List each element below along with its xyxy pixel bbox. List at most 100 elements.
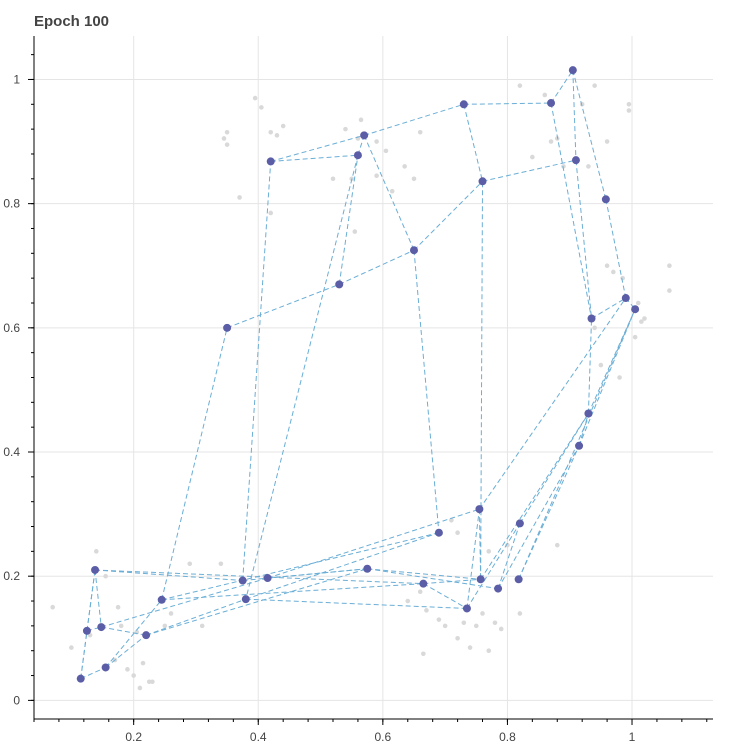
x-tick-label: 1 [629,730,636,744]
edge-line [518,445,580,580]
edge-line [578,413,589,446]
background-point [268,210,274,216]
background-point [224,142,230,147]
background-point [259,105,264,110]
edge-line [105,599,163,668]
background-point [626,108,632,113]
background-point [131,673,136,678]
node-point [157,595,166,604]
background-point [611,269,616,275]
node-point [547,99,556,108]
edge-line [80,667,106,680]
node-point [142,631,151,640]
background-point [187,561,193,567]
background-point [50,604,55,610]
background-point [358,117,364,123]
edge-line [267,568,368,579]
edge-line [572,70,577,161]
edge-line [364,103,464,136]
edge-line [367,568,481,580]
background-point [436,617,442,622]
edge-line [519,413,589,524]
background-point [199,623,205,629]
y-tick-label: 0.8 [3,197,20,211]
background-point [69,645,74,650]
background-point [343,126,348,132]
edge-line [572,70,607,200]
edge-line [363,135,415,251]
node-point [621,294,630,303]
edge-line [478,297,627,510]
edge-line [226,283,340,329]
edge-line [245,598,467,609]
edge-line [242,568,368,582]
background-point [486,648,492,653]
edge-line [587,308,636,414]
background-point [402,164,407,169]
background-point [103,573,108,579]
node-point [76,674,85,683]
background-point [473,623,479,629]
background-point [542,92,548,98]
node-point [587,314,596,323]
node-point [238,576,247,585]
node-point [478,177,487,186]
background-point [93,549,99,554]
background-point [115,604,121,610]
edge-line [480,181,484,580]
y-tick-label: 0.6 [3,321,20,335]
node-point [335,280,344,289]
node-point [91,565,100,574]
edge-line [161,583,424,601]
node-point [97,623,106,632]
edge-line [605,199,627,299]
background-point [374,173,379,179]
edge-line [482,159,577,182]
edge-line [145,598,246,636]
node-point [571,156,580,165]
node-point [568,66,577,75]
edge-line [86,569,96,631]
edge-line [423,583,468,609]
edge-line [463,102,552,105]
background-point [561,164,566,169]
background-point [667,288,672,293]
edge-line [423,578,481,585]
edge-line [267,508,480,579]
background-point [449,518,454,523]
edge-line [413,250,440,533]
background-point [383,148,389,154]
y-tick-label: 0 [13,693,20,707]
edge-line [242,161,272,581]
background-point [424,608,429,613]
node-point [266,157,275,166]
chart-title: Epoch 100 [34,13,109,30]
background-point [592,325,597,331]
background-point [598,362,604,368]
edge-line [463,104,483,182]
node-point [631,305,640,314]
edge-line [245,155,359,600]
edge-line [480,413,589,580]
edge-line [338,155,359,285]
edge-line [550,102,593,319]
background-point [467,645,473,650]
background-point [137,685,143,691]
edge-line [270,134,365,162]
background-point [492,620,498,626]
node-point [584,409,593,418]
node-point [514,575,523,584]
grid [34,36,713,719]
background-point [517,611,523,616]
background-point [405,598,411,604]
background-point [252,95,258,101]
background-point [505,542,510,548]
node-point [82,626,91,635]
background-point [604,263,610,269]
background-point [635,300,641,306]
background-point [480,611,485,616]
background-point [592,83,597,88]
background-point [411,176,417,182]
background-point [330,176,336,182]
background-point [632,334,638,340]
